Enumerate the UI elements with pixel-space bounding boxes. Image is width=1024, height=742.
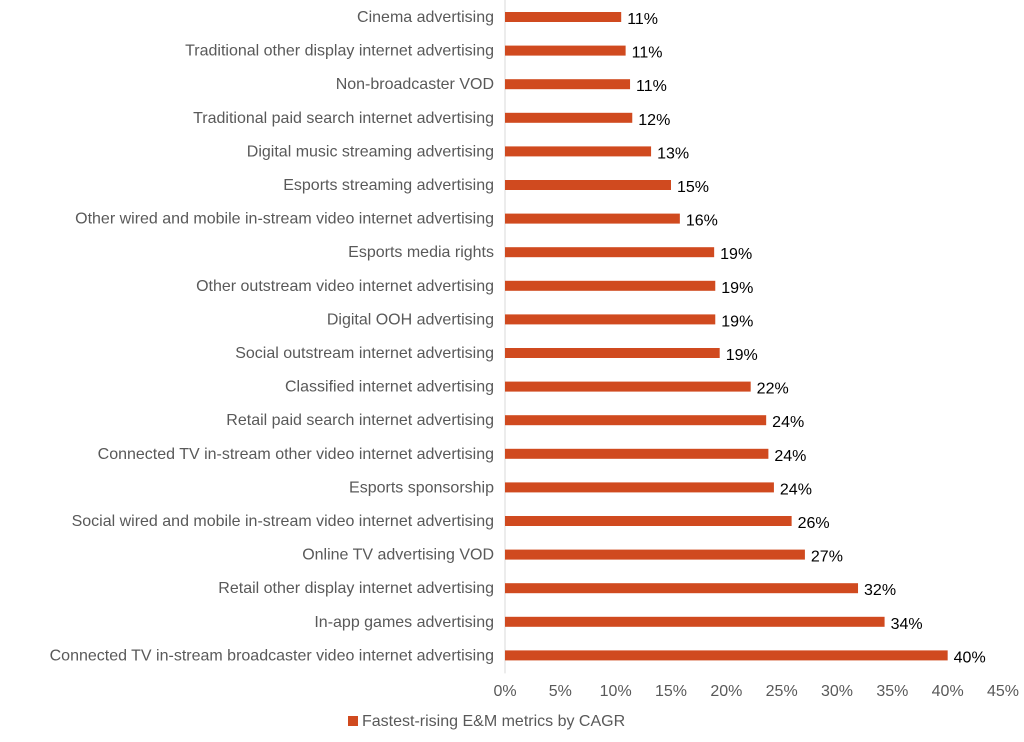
data-label: 19% xyxy=(726,347,758,364)
data-label: 34% xyxy=(891,616,923,633)
bar xyxy=(505,180,671,190)
category-label: Digital music streaming advertising xyxy=(247,143,494,160)
x-tick-label: 10% xyxy=(600,683,632,700)
bar xyxy=(505,381,751,392)
data-label: 15% xyxy=(677,179,709,196)
legend-label: Fastest-rising E&M metrics by CAGR xyxy=(362,713,625,730)
bar xyxy=(505,650,948,661)
data-label: 16% xyxy=(686,213,718,230)
data-label: 24% xyxy=(780,481,812,498)
category-label: Social wired and mobile in-stream video … xyxy=(72,513,494,530)
category-label: Other outstream video internet advertisi… xyxy=(196,278,494,295)
bar xyxy=(505,12,622,22)
bar xyxy=(505,549,805,560)
bar xyxy=(505,583,859,594)
x-tick-label: 30% xyxy=(821,683,853,700)
data-label: 32% xyxy=(864,582,896,599)
bar xyxy=(505,415,767,426)
category-label: Cinema advertising xyxy=(357,9,494,26)
x-tick-label: 45% xyxy=(987,683,1019,700)
bar xyxy=(505,482,774,493)
category-label: Esports streaming advertising xyxy=(283,177,494,194)
bar xyxy=(505,213,680,224)
x-tick-label: 20% xyxy=(710,683,742,700)
data-label: 19% xyxy=(720,246,752,263)
category-labels: Cinema advertising Traditional other disp… xyxy=(50,9,494,664)
data-label: 12% xyxy=(638,112,670,129)
x-tick-label: 5% xyxy=(549,683,572,700)
bar xyxy=(505,314,716,325)
bars xyxy=(505,12,948,661)
data-label: 11% xyxy=(632,45,663,62)
category-label: Connected TV in-stream other video inter… xyxy=(98,446,494,463)
bar xyxy=(505,280,716,291)
category-label: Traditional paid search internet adverti… xyxy=(193,110,494,127)
data-label: 26% xyxy=(798,515,830,532)
category-label: Social outstream internet advertising xyxy=(235,345,494,362)
category-label: In-app games advertising xyxy=(314,614,494,631)
data-label: 11% xyxy=(636,78,667,95)
data-label: 13% xyxy=(657,145,689,162)
category-label: Esports media rights xyxy=(348,244,494,261)
bar xyxy=(505,146,652,157)
bar xyxy=(505,79,631,90)
category-label: Connected TV in-stream broadcaster video… xyxy=(50,647,494,664)
x-tick-label: 25% xyxy=(766,683,798,700)
legend-swatch xyxy=(348,716,358,726)
category-label: Retail paid search internet advertising xyxy=(226,412,494,429)
data-label: 11% xyxy=(627,11,658,28)
data-label: 19% xyxy=(721,280,753,297)
category-label: Retail other display internet advertisin… xyxy=(218,580,494,597)
x-axis-ticks: 0% 5% 10% 15% 20% 25% 30% 35% 40% 45% xyxy=(493,683,1019,700)
bar xyxy=(505,448,769,459)
data-label: 40% xyxy=(954,649,986,666)
x-tick-label: 15% xyxy=(655,683,687,700)
x-tick-label: 40% xyxy=(932,683,964,700)
x-tick-label: 0% xyxy=(493,683,516,700)
data-label: 19% xyxy=(721,313,753,330)
bar xyxy=(505,247,715,258)
category-label: Digital OOH advertising xyxy=(327,311,494,328)
bar xyxy=(505,112,633,123)
x-tick-label: 35% xyxy=(876,683,908,700)
data-label: 27% xyxy=(811,549,843,566)
bar xyxy=(505,616,885,627)
bar xyxy=(505,45,626,56)
data-label: 24% xyxy=(774,448,806,465)
category-label: Traditional other display internet adver… xyxy=(185,43,494,60)
value-labels: 11%11%11%12%13%15%16%19%19%19%19%22%24%2… xyxy=(627,11,985,666)
category-label: Online TV advertising VOD xyxy=(302,547,494,564)
category-label: Non-broadcaster VOD xyxy=(336,76,494,93)
category-label: Esports sponsorship xyxy=(349,479,494,496)
category-label: Classified internet advertising xyxy=(285,379,494,396)
data-label: 24% xyxy=(772,414,804,431)
category-label: Other wired and mobile in-stream video i… xyxy=(75,211,494,228)
data-label: 22% xyxy=(757,381,789,398)
bar xyxy=(505,348,720,358)
legend: Fastest-rising E&M metrics by CAGR xyxy=(348,713,625,730)
bar xyxy=(505,516,792,526)
